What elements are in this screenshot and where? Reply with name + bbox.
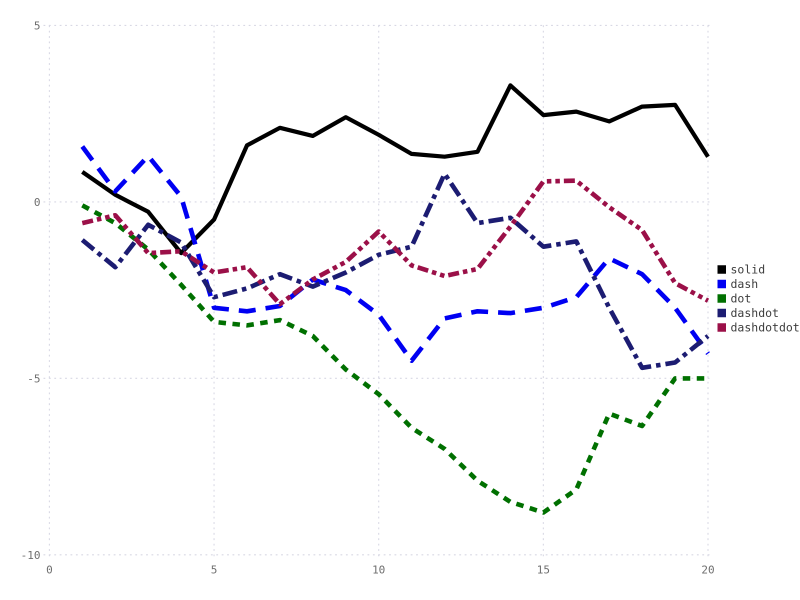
x-tick-label-10: 10 <box>372 564 385 577</box>
y-tick-label--10: -10 <box>21 549 41 562</box>
legend-marker-dashdotdot <box>717 323 726 332</box>
x-axis-tick-labels: 0 5 10 15 20 <box>46 564 715 577</box>
y-axis-tick-labels: 5 0 -5 -10 <box>21 19 41 561</box>
legend-entry-dashdot: dashdot <box>717 306 779 320</box>
legend-marker-dash <box>717 279 726 289</box>
series-line-dashdotdot <box>81 178 710 307</box>
legend-label-dashdot: dashdot <box>731 306 779 320</box>
series-lines <box>80 83 710 515</box>
legend-entry-dot: dot <box>717 292 752 306</box>
legend-marker-dot <box>717 294 726 303</box>
legend-label-dashdotdot: dashdotdot <box>731 321 800 335</box>
series-line-dot <box>81 203 708 515</box>
series-line-dash <box>80 145 710 364</box>
legend-label-solid: solid <box>731 263 766 277</box>
y-tick-label-0: 0 <box>34 196 41 209</box>
legend-label-dash: dash <box>731 277 759 291</box>
legend-marker-dashdot <box>717 308 726 318</box>
legend-label-dot: dot <box>731 292 752 306</box>
y-tick-label-5: 5 <box>34 19 41 32</box>
x-tick-label-0: 0 <box>46 564 53 577</box>
legend-entry-dash: dash <box>717 277 759 291</box>
legend-entry-dashdotdot: dashdotdot <box>717 321 800 335</box>
grid-lines <box>43 24 711 558</box>
x-tick-label-5: 5 <box>211 564 218 577</box>
legend-marker-solid <box>717 265 726 274</box>
y-tick-label--5: -5 <box>27 372 40 385</box>
series-line-solid <box>81 83 710 256</box>
x-tick-label-20: 20 <box>701 564 714 577</box>
x-tick-label-15: 15 <box>537 564 550 577</box>
series-line-dashdot <box>80 171 710 371</box>
legend-entry-solid: solid <box>717 263 766 277</box>
